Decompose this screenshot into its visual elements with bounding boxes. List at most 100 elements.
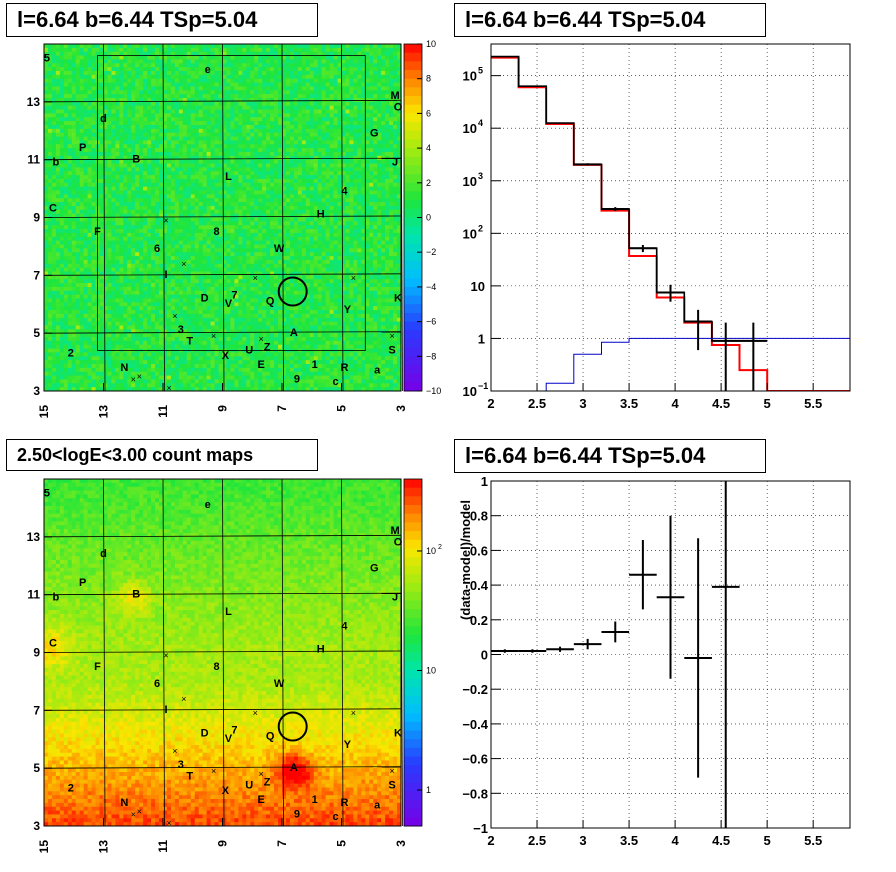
map-pixel	[55, 51, 61, 56]
map-pixel	[234, 371, 239, 376]
map-pixel	[139, 221, 144, 226]
map-pixel	[202, 121, 208, 126]
map-pixel	[51, 44, 57, 49]
map-pixel	[135, 136, 140, 141]
map-pixel	[51, 144, 57, 149]
map-pixel	[71, 175, 77, 180]
map-pixel	[131, 59, 136, 64]
map-pixel	[59, 90, 65, 95]
map-pixel	[67, 190, 73, 195]
map-pixel	[131, 313, 136, 319]
map-pixel	[119, 364, 124, 369]
map-pixel	[202, 317, 208, 322]
map-pixel	[182, 128, 188, 134]
map-pixel	[254, 256, 259, 261]
map-pixel	[190, 51, 196, 56]
map-pixel	[79, 44, 85, 49]
map-pixel	[258, 306, 263, 311]
map-pixel	[107, 360, 112, 365]
map-pixel	[238, 70, 243, 76]
map-pixel	[190, 140, 196, 145]
map-pixel	[163, 202, 168, 207]
map-pixel	[135, 101, 140, 107]
map-pixel	[166, 186, 172, 191]
map-pixel	[186, 140, 192, 145]
map-pixel	[198, 248, 204, 253]
map-pixel	[254, 290, 259, 296]
map-pixel	[155, 306, 160, 311]
map-pixel	[238, 186, 243, 191]
map-pixel	[91, 194, 96, 199]
map-pixel	[182, 101, 188, 107]
map-pixel	[206, 171, 211, 176]
map-pixel	[83, 263, 89, 269]
map-pixel	[119, 225, 124, 230]
map-pixel	[151, 175, 156, 180]
map-pixel	[91, 136, 96, 141]
map-pixel	[194, 159, 200, 164]
map-pixel	[103, 360, 108, 365]
map-pixel	[151, 97, 156, 103]
map-pixel	[246, 217, 251, 222]
map-pixel	[210, 148, 215, 153]
map-pixel	[63, 306, 69, 311]
map-pixel	[143, 321, 148, 326]
map-pixels	[44, 44, 402, 392]
map-pixel	[115, 209, 120, 215]
map-pixel	[163, 360, 168, 365]
map-pixel	[163, 148, 168, 153]
map-pixel	[87, 364, 92, 369]
map-pixel	[99, 78, 104, 83]
map-pixel	[194, 271, 200, 276]
map-pixel	[163, 78, 168, 83]
map-pixel	[246, 229, 251, 234]
map-pixel	[186, 128, 192, 134]
map-pixel	[218, 213, 223, 218]
map-pixel	[99, 178, 104, 184]
map-pixel	[91, 313, 96, 319]
map-pixel	[246, 375, 251, 380]
map-pixel	[159, 290, 164, 296]
map-pixel	[107, 167, 112, 172]
map-pixel	[246, 360, 251, 365]
map-pixel	[202, 256, 208, 261]
map-pixel	[75, 356, 81, 361]
map-pixel	[222, 298, 227, 303]
map-pixel	[47, 213, 53, 218]
map-pixel	[75, 267, 81, 272]
map-pixel	[226, 217, 231, 222]
map-pixel	[178, 229, 184, 234]
map-pixel	[166, 248, 172, 253]
map-pixel	[131, 232, 136, 238]
map-pixel	[44, 140, 49, 145]
map-pixel	[214, 294, 219, 299]
map-pixel	[222, 367, 227, 373]
map-pixel	[190, 356, 196, 361]
map-pixel	[170, 364, 176, 369]
map-pixel	[218, 329, 223, 334]
map-pixel	[166, 286, 172, 292]
map-pixel	[178, 352, 184, 357]
map-pixel	[246, 117, 251, 122]
map-pixel	[210, 101, 215, 107]
map-pixel	[214, 321, 219, 326]
map-pixel	[222, 167, 227, 172]
map-pixel	[87, 155, 92, 161]
map-pixel	[147, 271, 152, 276]
map-pixel	[262, 67, 267, 72]
map-pixel	[143, 186, 148, 191]
map-pixel	[87, 256, 92, 261]
map-pixel	[174, 375, 180, 380]
map-pixel	[258, 198, 263, 203]
map-pixel	[59, 229, 65, 234]
map-pixel	[166, 132, 172, 137]
map-pixel	[155, 232, 160, 238]
map-pixel	[242, 352, 247, 357]
map-pixel	[194, 240, 200, 245]
map-pixel	[147, 298, 152, 303]
map-pixel	[139, 306, 144, 311]
map-pixel	[230, 190, 235, 195]
map-pixel	[234, 232, 239, 238]
map-pixel	[230, 329, 235, 334]
map-pixel	[111, 86, 116, 91]
